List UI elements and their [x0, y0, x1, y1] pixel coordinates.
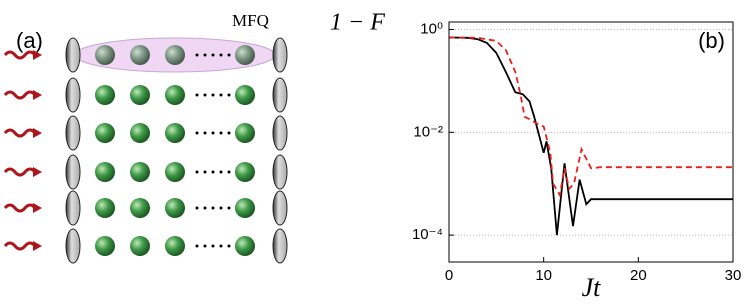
atom: [95, 198, 115, 218]
atom: [235, 45, 255, 65]
x-tick-label: 0: [445, 267, 453, 284]
atom: [165, 85, 185, 105]
ellipsis-dot: [203, 244, 207, 248]
ellipsis-dot: [219, 53, 223, 57]
mirror: [272, 77, 288, 113]
ellipsis-dot: [227, 93, 231, 97]
ellipsis-dot: [211, 131, 215, 135]
ellipsis-dot: [219, 244, 223, 248]
atom: [130, 162, 150, 182]
ellipsis-dot: [219, 170, 223, 174]
y-tick-label: 10⁰: [420, 20, 443, 37]
photon-arrow: [3, 241, 37, 251]
atom: [95, 123, 115, 143]
ellipsis-dot: [211, 206, 215, 210]
ellipsis-dot: [227, 53, 231, 57]
x-tick-label: 20: [630, 267, 647, 284]
mirror: [65, 190, 81, 226]
atom: [130, 236, 150, 256]
atom: [130, 85, 150, 105]
ellipsis-dot: [195, 244, 199, 248]
ellipsis-dot: [195, 131, 199, 135]
atom: [235, 123, 255, 143]
mirror: [272, 190, 288, 226]
atom: [130, 123, 150, 143]
ellipsis-dot: [203, 131, 207, 135]
ellipsis-dot: [195, 93, 199, 97]
mirror: [272, 37, 288, 73]
ellipsis-dot: [203, 170, 207, 174]
atom: [235, 198, 255, 218]
panel-a-label: (a): [16, 28, 43, 53]
mirror: [65, 37, 81, 73]
arrow-head: [33, 128, 42, 138]
photon-arrow: [3, 128, 37, 138]
ellipsis-dot: [227, 131, 231, 135]
mirror: [65, 115, 81, 151]
arrow-head: [33, 241, 42, 251]
ellipsis-dot: [219, 206, 223, 210]
x-tick-label: 10: [535, 267, 552, 284]
ellipsis-dot: [211, 53, 215, 57]
atom: [130, 198, 150, 218]
atom: [95, 85, 115, 105]
atom: [235, 85, 255, 105]
ellipsis-dot: [203, 93, 207, 97]
ellipsis-dot: [195, 53, 199, 57]
atom: [165, 123, 185, 143]
ellipsis-dot: [211, 244, 215, 248]
mirror: [65, 154, 81, 190]
x-tick-label: 30: [725, 267, 742, 284]
photon-arrow: [3, 167, 37, 177]
ellipsis-dot: [219, 131, 223, 135]
atom: [95, 236, 115, 256]
photon-arrow: [3, 90, 37, 100]
ellipsis-dot: [211, 93, 215, 97]
arrow-head: [33, 203, 42, 213]
atom: [130, 45, 150, 65]
y-axis-label: 1 − F: [330, 10, 385, 36]
mfq-label: MFQ: [232, 11, 269, 30]
ellipsis-dot: [211, 170, 215, 174]
y-tick-label: 10⁻²: [413, 123, 443, 140]
atom: [165, 45, 185, 65]
atom: [165, 198, 185, 218]
plot-frame: [448, 21, 734, 263]
photon-arrow: [3, 50, 37, 60]
ellipsis-dot: [203, 206, 207, 210]
atom: [95, 45, 115, 65]
ellipsis-dot: [195, 170, 199, 174]
mirror: [65, 228, 81, 264]
mirror: [65, 77, 81, 113]
arrow-head: [33, 167, 42, 177]
series-line: [448, 36, 733, 198]
atom: [165, 162, 185, 182]
y-tick-label: 10⁻⁴: [412, 226, 443, 243]
atom: [95, 162, 115, 182]
arrow-head: [33, 50, 42, 60]
panel-a: (a) MFQ: [3, 11, 288, 264]
photon-arrow: [3, 203, 37, 213]
panel-b-label: (b): [698, 28, 725, 53]
ellipsis-dot: [203, 53, 207, 57]
atom: [235, 236, 255, 256]
ellipsis-dot: [227, 170, 231, 174]
ellipsis-dot: [227, 244, 231, 248]
atom: [235, 162, 255, 182]
series-line: [448, 36, 733, 236]
ellipsis-dot: [195, 206, 199, 210]
mirror: [272, 115, 288, 151]
mirror: [272, 154, 288, 190]
arrow-head: [33, 90, 42, 100]
x-axis-label: Jt: [582, 273, 602, 302]
ellipsis-dot: [219, 93, 223, 97]
ellipsis-dot: [227, 206, 231, 210]
atom: [165, 236, 185, 256]
mirror: [272, 228, 288, 264]
